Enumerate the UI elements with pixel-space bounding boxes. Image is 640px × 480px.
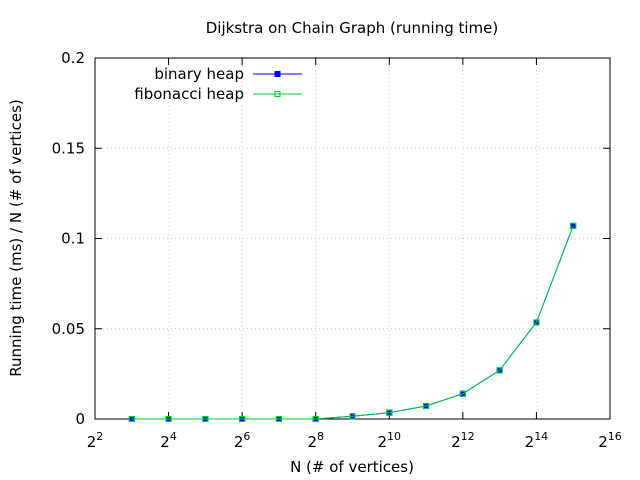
data-point	[128, 416, 135, 422]
data-point	[570, 222, 577, 229]
legend-marker	[274, 91, 281, 97]
data-point	[128, 416, 135, 422]
data-point	[533, 319, 540, 326]
legend-label: fibonacci heap	[134, 85, 244, 103]
y-axis-title: Running time (ms) / N (# of vertices)	[7, 99, 25, 376]
series-layer	[128, 222, 577, 422]
x-tick-label: 210	[378, 430, 402, 451]
legend-label: binary heap	[154, 65, 244, 83]
data-point	[165, 416, 172, 422]
y-tick-label: 0	[75, 410, 85, 428]
data-point	[570, 222, 577, 229]
x-axis-title: N (# of vertices)	[290, 458, 414, 476]
x-tick-label: 28	[307, 430, 324, 451]
series-line	[131, 225, 574, 420]
data-point	[275, 416, 282, 422]
chart-title: Dijkstra on Chain Graph (running time)	[206, 19, 499, 37]
data-point	[496, 367, 503, 374]
data-point	[459, 390, 466, 397]
y-tick-label: 0.1	[61, 230, 85, 248]
x-tick-labels: 22 24 26 28 210 212 214 216	[87, 430, 622, 451]
x-tick-label: 216	[598, 430, 622, 451]
x-tick-label: 24	[160, 430, 177, 451]
data-point	[202, 416, 209, 422]
y-tick-label: 0.05	[52, 320, 85, 338]
legend-entry: binary heap	[154, 65, 302, 83]
x-tick-label: 212	[451, 430, 475, 451]
data-point	[423, 403, 430, 410]
legend: binary heap fibonacci heap	[134, 65, 302, 103]
data-point	[312, 416, 319, 422]
y-tick-label: 0.15	[52, 139, 85, 157]
x-tick-label: 214	[525, 430, 549, 451]
data-point	[239, 416, 246, 422]
x-tick-label: 22	[87, 430, 104, 451]
legend-entry: fibonacci heap	[134, 85, 302, 103]
grid	[95, 58, 610, 419]
y-tick-labels: 0 0.05 0.1 0.15 0.2	[52, 49, 85, 428]
y-tick-label: 0.2	[61, 49, 85, 67]
data-point	[386, 409, 393, 416]
data-point	[349, 413, 356, 420]
x-tick-label: 26	[234, 430, 251, 451]
series-fibonacci-heap	[128, 222, 577, 422]
legend-marker	[274, 71, 281, 77]
